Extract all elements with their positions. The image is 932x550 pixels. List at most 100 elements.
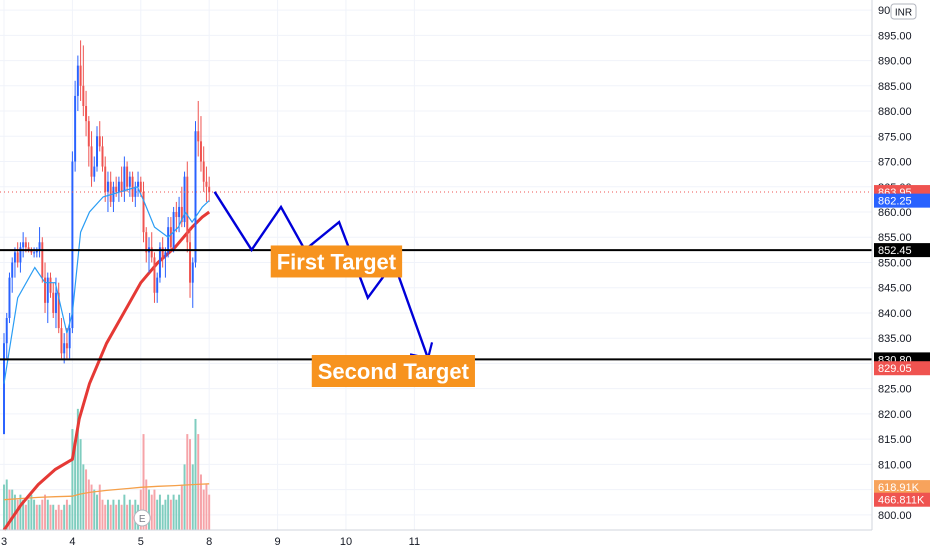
candle-body [199,141,202,162]
price-tag-label: 852.45 [878,245,912,257]
volume-bar [106,499,109,530]
candle-body [3,343,5,435]
annotation-box [270,245,403,278]
candle-body [41,242,44,278]
candle-body [44,277,47,303]
volume-bar [68,504,71,530]
candle-body [27,247,30,250]
volume-bar [194,418,197,530]
currency-badge[interactable]: INR [890,3,917,20]
volume-bar [126,504,129,530]
annotation-label: First Target [277,249,397,274]
candle-body [96,136,98,167]
candle-body [153,257,156,293]
time-axis[interactable]: 3 4 5 8 9 10 11 [1,536,420,548]
volume-bar [5,479,8,530]
candle-body [24,242,27,248]
candle-body [98,136,101,147]
price-tick-label: 855.00 [878,232,912,244]
candle-body [76,65,79,96]
price-tag-bg [874,361,930,376]
candle-body [82,85,85,106]
candle-body [38,242,41,250]
price-tag: 618.91K [874,480,930,495]
candle-body [150,247,153,258]
candle-body [30,249,33,253]
volume-bar [85,469,88,530]
volume-bar [109,504,112,530]
price-tag: 829.05 [874,361,930,376]
ema-long-line [2,210,211,531]
candle-body [123,166,126,192]
price-tag-label: 862.25 [878,196,912,208]
candle-body [79,65,82,86]
volume-bar [82,464,85,530]
currency-badge-label: INR [895,8,912,19]
price-tag-label: 466.811K [878,495,925,507]
candle-body [126,166,129,187]
price-tick-label: 875.00 [878,131,912,143]
volume-bar [54,509,57,530]
volume-bar [145,479,148,530]
candle-body [131,176,134,197]
volume-bar [153,489,156,530]
price-tag-bg [874,492,930,507]
price-tag: 862.25 [874,193,930,208]
price-tag: 852.45 [874,243,930,258]
price-tick-label: 810.00 [878,459,912,471]
candle-body [101,146,104,167]
price-axis[interactable]: 800.00805.00810.00815.00820.00825.00830.… [878,5,912,522]
volume-bar [123,494,126,530]
volume-bar [191,464,194,530]
volume-bar [38,504,41,530]
candle-body [178,206,181,218]
candle-body [139,181,142,192]
price-tick-label: 820.00 [878,409,912,421]
candle-body [128,176,131,187]
candle-body [142,191,145,233]
time-tick-label: 5 [138,536,144,548]
candle-body [202,161,205,182]
earnings-marker-label: E [139,514,146,525]
candle-body [87,121,90,147]
price-tick-label: 880.00 [878,106,912,118]
price-tag: 466.811K [874,492,930,507]
volume-bar [33,499,36,530]
volume-bar [117,499,120,530]
candle-body [109,181,112,202]
candle-body [189,242,192,283]
candle-body [35,249,38,253]
volume-bar [90,484,93,530]
candle-body [19,247,22,263]
candle-body [167,227,170,253]
price-tick-label: 825.00 [878,384,912,396]
annotation-first-target: First Target [270,245,403,278]
candle-body [90,146,93,177]
candle-body [169,227,172,248]
volume-bar [19,494,22,530]
earnings-marker-circle [133,509,151,527]
volume-bar [158,494,161,530]
candle-body [57,292,60,329]
candle-body [49,277,52,293]
volume-bar [87,479,90,530]
candle-body [60,328,63,354]
candle-body [74,95,77,162]
volume-bar [49,504,52,530]
annotation-second-target: Second Target [311,355,475,387]
candle-body [106,181,109,192]
volume-bar [98,484,101,530]
earnings-marker[interactable]: E [133,509,151,527]
candle-body [71,161,74,329]
volume-bar [150,494,153,530]
time-tick-label: 4 [69,536,75,548]
volume-bar [142,434,145,530]
volume-bar [74,444,77,530]
volume-bar [128,499,131,530]
price-tag-label: 618.91K [878,482,920,494]
volume-bar [197,434,200,530]
candle-body [46,277,49,303]
volume-bar [3,484,5,530]
candle-body [180,206,183,223]
